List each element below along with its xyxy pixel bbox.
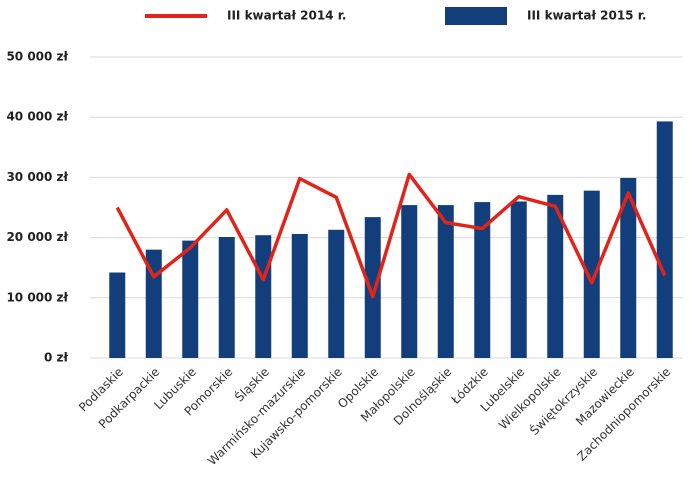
bar [474, 202, 491, 358]
legend-label: III kwartał 2015 r. [527, 9, 646, 23]
y-tick-label: 20 000 zł [6, 230, 68, 244]
line [115, 172, 667, 299]
bar [583, 190, 600, 358]
bar [401, 205, 418, 358]
legend-label: III kwartał 2014 r. [227, 9, 346, 23]
bar [620, 178, 637, 358]
y-tick-label: 40 000 zł [6, 110, 68, 124]
y-tick-label: 10 000 zł [6, 290, 68, 304]
legend-swatch [445, 7, 507, 25]
bar [109, 272, 126, 358]
y-tick-label: 0 zł [44, 351, 69, 365]
bar [364, 217, 381, 358]
bar [182, 240, 199, 358]
x-tick-label: Świętokrzyskie [527, 364, 601, 438]
bar [145, 249, 162, 358]
y-tick-label: 50 000 zł [6, 50, 68, 64]
bar [255, 235, 272, 358]
bar [437, 205, 454, 358]
bar [510, 201, 527, 358]
bar [218, 236, 235, 358]
bar [291, 233, 308, 358]
bar [328, 229, 345, 358]
bar [547, 194, 564, 358]
bar [656, 121, 673, 358]
y-tick-label: 30 000 zł [6, 170, 68, 184]
